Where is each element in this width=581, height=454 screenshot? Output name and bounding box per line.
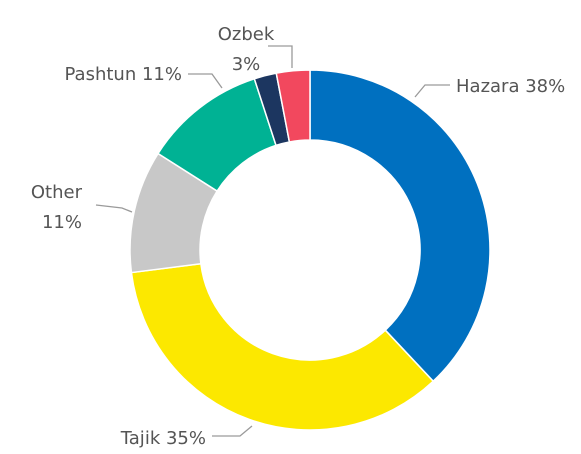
- slice-label: Other: [31, 182, 83, 203]
- slice: [275, 69, 311, 143]
- slice-label: Tajik 35%: [120, 428, 206, 449]
- leader-line: [95, 204, 133, 213]
- slice-label: 11%: [42, 212, 82, 233]
- slice-label: Ozbek: [218, 24, 275, 45]
- leader-line: [414, 84, 450, 98]
- slice-label: 3%: [232, 54, 261, 75]
- slices: [129, 69, 491, 431]
- leader-line: [268, 45, 293, 68]
- slice-label: Pashtun 11%: [65, 64, 183, 85]
- leader-line: [212, 425, 253, 437]
- slice: [130, 262, 435, 431]
- leader-line: [188, 73, 223, 89]
- slice: [309, 69, 491, 383]
- slice-label: Hazara 38%: [456, 76, 565, 97]
